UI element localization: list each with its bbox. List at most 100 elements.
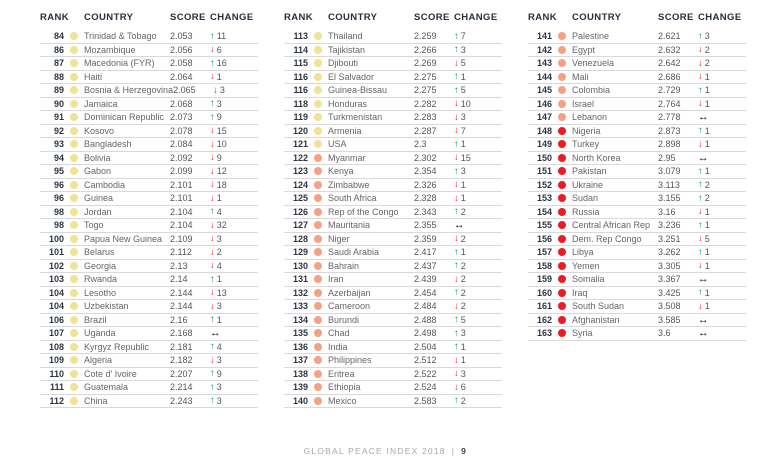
table-row: 138 Eritrea 2.522 ↓ 3 [284,368,502,381]
rank-cell: 161 [536,301,552,312]
red-dot-icon [558,288,566,297]
country-name: Egypt [572,44,596,55]
country-dot-cell [308,356,328,365]
change-value: 4 [216,206,222,217]
orange-dot-icon [558,59,566,68]
country-name: Israel [572,98,595,109]
table-row: 148 Nigeria 2.873 ↑ 1 [528,125,746,138]
column-header-change: CHANGE [454,12,498,23]
rank-cell: 91 [53,112,64,123]
score-cell: 2.214 [170,382,193,393]
orange-dot-icon [558,86,566,95]
change-cell: ↓ 4 [210,261,258,271]
rank-cell: 140 [292,395,308,406]
table-row: 119 Turkmenistan 2.283 ↓ 3 [284,111,502,125]
score-cell: 3.262 [658,247,681,258]
country-dot-cell [552,113,572,122]
change-value: 1 [704,85,710,96]
country-name: Tajikistan [328,44,366,55]
page-footer: GLOBAL PEACE INDEX 2018 | 9 [0,446,770,456]
table-row: 116 Guinea-Bissau 2.275 ↑ 5 [284,84,502,98]
change-value: 15 [216,125,227,136]
change-down-icon: ↓ [454,300,459,312]
country-name: Syria [572,328,593,339]
rank-cell: 90 [53,98,64,109]
change-up-icon: ↑ [454,71,459,82]
table-row: 134 Burundi 2.488 ↑ 5 [284,314,502,327]
country-dot-cell [552,288,572,297]
change-value: 11 [216,31,227,42]
change-cell: ↑ 4 [210,342,258,352]
change-cell: ↓ 2 [454,274,502,284]
rank-cell: 86 [53,44,64,55]
yellow-dot-icon [70,99,78,108]
country-dot-cell [308,221,328,230]
score-cell: 2.359 [414,233,437,244]
change-down-icon: ↓ [454,192,459,204]
score-cell: 3.305 [658,260,681,271]
rank-cell: 130 [292,260,308,271]
table-row: 116 El Salvador 2.275 ↑ 1 [284,71,502,84]
change-steady-icon: ↔ [698,327,709,339]
change-cell: ↓ 3 [210,234,258,244]
change-cell: ↑ 5 [454,315,502,325]
ranking-column-2: RANK COUNTRY SCORE CHANGE 113 Thailand 2.259 ↑ 7… [284,12,502,408]
change-value: 7 [460,125,466,136]
score-cell: 2.488 [414,314,437,325]
rank-cell: 87 [53,58,64,69]
score-cell: 2.686 [658,71,681,82]
score-cell: 3.16 [658,206,676,217]
rank-cell: 116 [293,71,308,82]
rank-cell: 163 [536,328,552,339]
change-up-icon: ↑ [454,246,459,258]
change-value: 18 [216,179,227,190]
rank-cell: 128 [292,233,308,244]
table-row: 92 Kosovo 2.078 ↓ 15 [40,125,258,138]
yellow-dot-icon [314,72,322,81]
change-down-icon: ↓ [210,246,215,258]
country-name: Zimbabwe [328,179,370,190]
change-up-icon: ↑ [698,30,703,42]
country-name: Togo [84,220,104,231]
red-dot-icon [558,194,566,203]
score-cell: 2.101 [170,193,193,204]
rank-cell: 146 [536,98,552,109]
change-value: 1 [704,220,710,231]
change-up-icon: ↑ [454,327,459,339]
rank-cell: 89 [53,85,64,96]
score-cell: 2.168 [170,328,193,339]
change-down-icon: ↓ [454,368,459,379]
change-up-icon: ↑ [210,98,215,109]
country-dot-cell [552,126,572,135]
table-row: 122 Myanmar 2.302 ↓ 15 [284,152,502,165]
score-cell: 2.417 [414,247,437,258]
change-value: 10 [460,98,471,109]
country-name: Afghanistan [572,314,620,325]
score-cell: 3.425 [658,287,681,298]
change-down-icon: ↓ [454,233,459,244]
country-dot-cell [64,329,84,338]
change-cell: ↓ 1 [698,139,746,149]
change-down-icon: ↓ [698,206,703,217]
country-dot-cell [64,356,84,365]
change-up-icon: ↑ [210,206,215,217]
score-cell: 2.524 [414,382,437,393]
change-up-icon: ↑ [210,57,215,69]
yellow-dot-icon [70,221,78,230]
country-dot-cell [64,140,84,149]
country-dot-cell [64,126,84,135]
red-dot-icon [558,329,566,338]
table-header-row: RANK COUNTRY SCORE CHANGE [40,12,258,30]
yellow-dot-icon [70,234,78,243]
orange-dot-icon [314,234,322,243]
rank-cell: 132 [292,287,308,298]
country-dot-cell [308,59,328,68]
country-dot-cell [308,302,328,311]
change-down-icon: ↓ [210,165,215,177]
red-dot-icon [558,275,566,284]
change-down-icon: ↓ [454,152,459,163]
country-name: Turkmenistan [328,112,383,123]
change-cell: ↓ 6 [210,45,258,55]
table-row: 103 Rwanda 2.14 ↑ 1 [40,273,258,287]
table-row: 87 Macedonia (FYR) 2.058 ↑ 16 [40,57,258,71]
